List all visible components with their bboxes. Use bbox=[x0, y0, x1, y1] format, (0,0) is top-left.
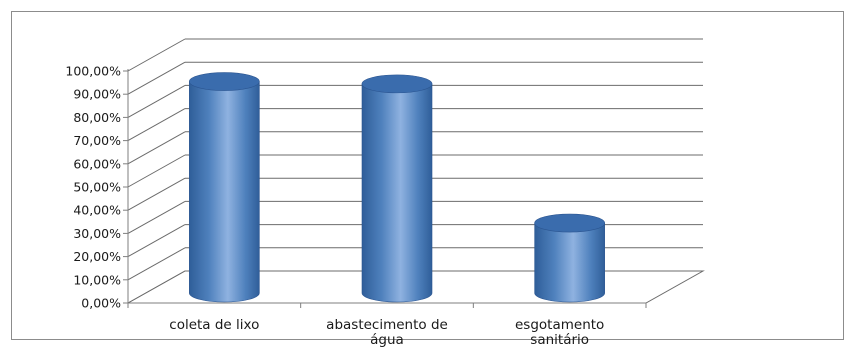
gridline bbox=[127, 224, 703, 258]
bar bbox=[361, 74, 433, 303]
svg-text:esgotamento: esgotamento bbox=[515, 317, 604, 333]
bars bbox=[189, 72, 605, 303]
y-tick-label: 90,00% bbox=[73, 87, 121, 102]
gridline bbox=[127, 108, 703, 142]
y-tick-label: 60,00% bbox=[73, 156, 121, 171]
svg-text:sanitário: sanitário bbox=[530, 332, 589, 348]
svg-text:água: água bbox=[370, 332, 404, 348]
y-tick-label: 50,00% bbox=[73, 180, 121, 195]
gridline bbox=[127, 84, 703, 118]
gridline bbox=[127, 131, 703, 165]
gridline bbox=[127, 61, 703, 95]
bar bbox=[534, 213, 605, 303]
y-tick-label: 20,00% bbox=[73, 249, 121, 264]
y-tick-label: 40,00% bbox=[73, 203, 121, 218]
gridline bbox=[127, 38, 703, 72]
gridline bbox=[127, 154, 703, 188]
bar bbox=[189, 72, 260, 303]
y-tick-label: 80,00% bbox=[73, 110, 121, 125]
gridline bbox=[127, 247, 703, 281]
y-tick-label: 0,00% bbox=[81, 296, 121, 311]
y-tick-label: 70,00% bbox=[73, 133, 121, 148]
gridlines bbox=[126, 38, 705, 304]
y-tick-label: 30,00% bbox=[73, 226, 121, 241]
gridline bbox=[127, 200, 703, 234]
gridline bbox=[127, 177, 703, 211]
chart-border bbox=[11, 11, 844, 340]
axes bbox=[123, 69, 647, 308]
x-category-label: coleta de lixo bbox=[169, 317, 259, 333]
y-tick-label: 100,00% bbox=[65, 64, 121, 79]
y-tick-label: 10,00% bbox=[73, 272, 121, 287]
y-axis-tick-labels: 0,00% 10,00% 20,00% 30,00% 40,00% 50,00% 60,00… bbox=[65, 64, 121, 311]
svg-text:abastecimento de: abastecimento de bbox=[326, 317, 448, 333]
svg-text:coleta de lixo: coleta de lixo bbox=[169, 317, 259, 333]
